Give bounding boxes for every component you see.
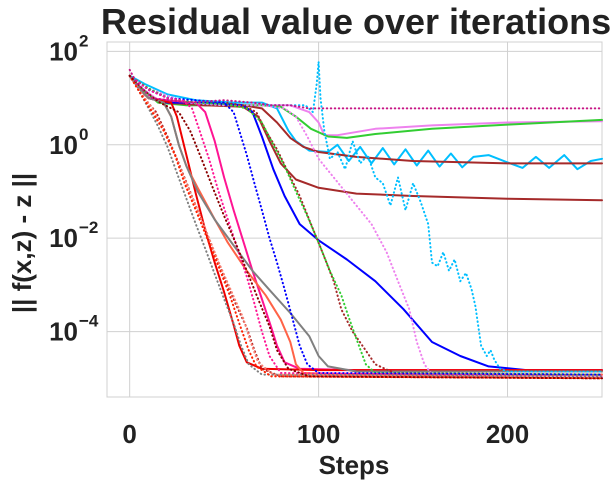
series-line-brown-dotted	[128, 74, 603, 376]
x-tick-label: 0	[122, 419, 136, 449]
y-tick-exponent: 2	[79, 31, 88, 50]
series-line-darkred-dotted	[128, 74, 603, 380]
series-line-gray-dotted	[128, 74, 603, 378]
series-line-brown-solid-upper	[128, 74, 603, 165]
x-axis-label: Steps	[319, 450, 390, 480]
y-tick-label: 10	[49, 223, 78, 253]
series-line-salmon-dotted	[128, 74, 603, 380]
series-line-blue-dotted	[128, 74, 603, 376]
series-line-tomato-solid	[128, 74, 603, 376]
x-tick-label: 200	[486, 419, 529, 449]
chart-title: Residual value over iterations	[101, 1, 611, 42]
series-line-magenta-dotted	[128, 68, 603, 110]
series-line-gray-solid	[128, 74, 603, 373]
grid	[107, 42, 602, 397]
y-tick-exponent: 0	[79, 125, 88, 144]
y-tick-exponent: −2	[79, 218, 98, 237]
series-line-blue-solid	[128, 74, 603, 372]
series-line-red-dotted	[128, 74, 603, 380]
y-tick-exponent: −4	[79, 312, 99, 331]
series-line-hotpink-dotted	[128, 74, 603, 378]
series-line-limegreen-dotted	[128, 74, 603, 376]
y-axis-label: || f(x,z) - z ||	[7, 173, 37, 313]
series-line-deepskyblue-dotted	[128, 60, 603, 373]
series-lines	[128, 60, 603, 380]
x-tick-label: 100	[297, 419, 340, 449]
y-tick-label: 10	[49, 36, 78, 66]
plot-area-frame	[106, 41, 603, 398]
series-line-brown-solid-lower	[128, 74, 603, 202]
x-axis-ticks: 0 100 200	[122, 419, 529, 449]
y-tick-label: 10	[49, 130, 78, 160]
y-tick-label: 10	[49, 317, 78, 347]
